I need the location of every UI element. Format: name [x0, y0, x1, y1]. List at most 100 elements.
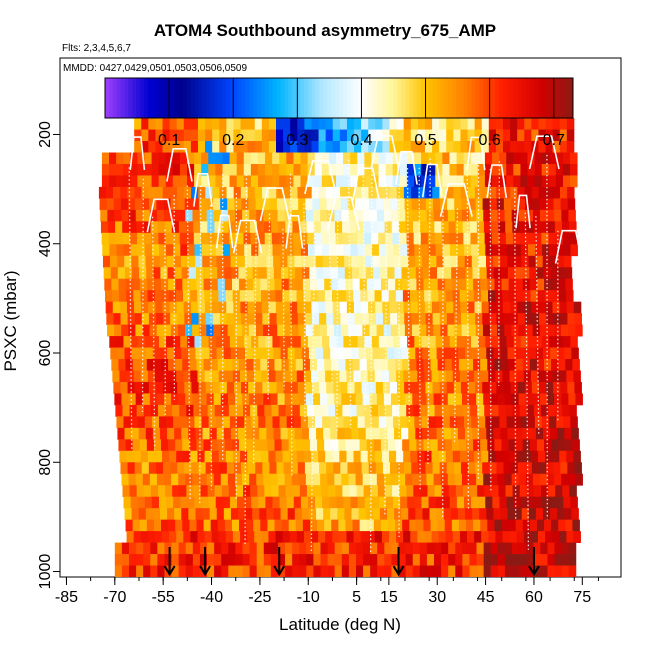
heatmap-cell	[258, 416, 266, 429]
heatmap-cell	[341, 542, 350, 555]
colorbar-segment	[335, 78, 340, 118]
heatmap-cell	[549, 416, 557, 429]
heatmap-cell	[205, 198, 214, 211]
heatmap-cell	[449, 175, 457, 188]
heatmap-cell	[498, 232, 507, 245]
heatmap-cell	[137, 232, 145, 245]
heatmap-cell	[571, 508, 579, 521]
heatmap-cell	[534, 496, 543, 509]
heatmap-cell	[480, 439, 488, 452]
heatmap-cell	[432, 198, 441, 211]
heatmap-cell	[158, 175, 167, 188]
heatmap-cell	[315, 496, 323, 509]
colorbar-segment	[432, 78, 437, 118]
heatmap-cell	[148, 186, 157, 199]
heatmap-cell	[304, 186, 313, 199]
heatmap-cell	[116, 152, 124, 165]
heatmap-cell	[155, 186, 164, 199]
heatmap-cell	[322, 244, 330, 257]
heatmap-cell	[234, 324, 243, 337]
heatmap-cell	[183, 118, 192, 130]
heatmap-cell	[329, 336, 337, 348]
heatmap-cell	[437, 359, 446, 371]
heatmap-cell	[556, 244, 564, 257]
heatmap-cell	[289, 290, 297, 303]
heatmap-cell	[232, 290, 241, 303]
heatmap-cell	[152, 427, 161, 440]
heatmap-cell	[126, 531, 135, 543]
heatmap-cell	[293, 175, 301, 188]
heatmap-cell	[552, 141, 561, 153]
heatmap-cell	[177, 462, 185, 475]
heatmap-cell	[179, 232, 188, 245]
heatmap-cell	[492, 416, 500, 429]
heatmap-cell	[565, 278, 573, 291]
heatmap-cell	[374, 370, 383, 383]
heatmap-cell	[421, 496, 429, 509]
heatmap-cell	[460, 381, 469, 394]
heatmap-cell	[196, 359, 204, 371]
heatmap-cell	[113, 186, 121, 199]
colorbar-segment	[327, 78, 332, 118]
heatmap-cell	[362, 473, 371, 486]
heatmap-cell	[471, 336, 479, 348]
heatmap-cell	[422, 267, 431, 280]
heatmap-cell	[183, 450, 191, 463]
colorbar-segment	[253, 78, 258, 118]
heatmap-cell	[173, 416, 181, 429]
heatmap-cell	[545, 141, 554, 153]
heatmap-cell	[476, 554, 485, 566]
heatmap-cell	[344, 508, 352, 521]
heatmap-cell	[443, 427, 452, 440]
heatmap-cell	[331, 359, 339, 371]
heatmap-cell	[390, 198, 398, 211]
heatmap-cell	[513, 336, 522, 348]
heatmap-cell	[243, 152, 252, 165]
heatmap-cell	[269, 198, 278, 211]
colorbar-segment	[280, 78, 285, 118]
heatmap-cell	[375, 462, 384, 475]
heatmap-cell	[202, 255, 210, 268]
heatmap-cell	[437, 278, 446, 291]
heatmap-cell	[121, 393, 129, 406]
heatmap-cell	[149, 209, 158, 222]
heatmap-cell	[113, 381, 121, 394]
heatmap-cell	[339, 118, 348, 130]
heatmap-cell	[197, 118, 206, 130]
heatmap-cell	[515, 278, 524, 291]
heatmap-cell	[177, 313, 185, 325]
heatmap-cell	[290, 129, 298, 142]
heatmap-cell	[568, 209, 576, 222]
heatmap-cell	[417, 141, 426, 153]
heatmap-cell	[566, 370, 574, 383]
flight-track-segment	[439, 183, 473, 217]
heatmap-cell	[219, 462, 228, 475]
heatmap-cell	[329, 255, 338, 268]
heatmap-cell	[294, 255, 302, 268]
heatmap-cell	[176, 531, 184, 543]
heatmap-cell	[418, 313, 426, 325]
heatmap-cell	[219, 141, 227, 153]
colorbar-segment	[284, 78, 289, 118]
heatmap-cell	[242, 554, 250, 566]
heatmap-cell	[435, 336, 444, 348]
heatmap-cell	[121, 542, 130, 555]
heatmap-cell	[316, 508, 324, 521]
heatmap-cell	[116, 416, 124, 429]
heatmap-cell	[343, 152, 351, 165]
heatmap-cell	[356, 232, 365, 245]
heatmap-cell	[506, 416, 515, 429]
heatmap-cell	[376, 209, 385, 222]
heatmap-cell	[285, 542, 293, 555]
heatmap-cell	[117, 347, 125, 360]
heatmap-cell	[515, 359, 524, 371]
heatmap-cell	[342, 232, 351, 245]
heatmap-cell	[169, 531, 177, 543]
heatmap-cell	[295, 519, 304, 532]
heatmap-cell	[257, 163, 266, 176]
heatmap-cell	[402, 439, 410, 452]
heatmap-cell	[420, 485, 428, 498]
heatmap-cell	[129, 232, 138, 245]
heatmap-cell	[510, 118, 518, 130]
heatmap-cell	[486, 508, 494, 521]
